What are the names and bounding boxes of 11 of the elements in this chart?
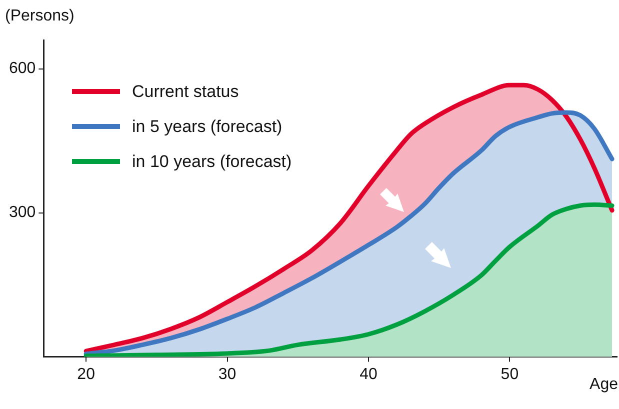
legend-label: in 10 years (forecast): [132, 152, 292, 172]
y-tick-label: 300: [8, 204, 36, 222]
y-tick-label: 600: [8, 60, 36, 78]
legend-label: in 5 years (forecast): [132, 116, 282, 136]
y-axis-title: (Persons): [5, 7, 74, 24]
x-axis-title: Age: [590, 376, 618, 394]
x-tick-label: 40: [360, 366, 378, 383]
legend-label: Current status: [132, 82, 239, 102]
x-tick-label: 50: [500, 366, 519, 383]
x-tick-label: 30: [218, 366, 236, 383]
x-tick-label: 20: [77, 366, 96, 383]
